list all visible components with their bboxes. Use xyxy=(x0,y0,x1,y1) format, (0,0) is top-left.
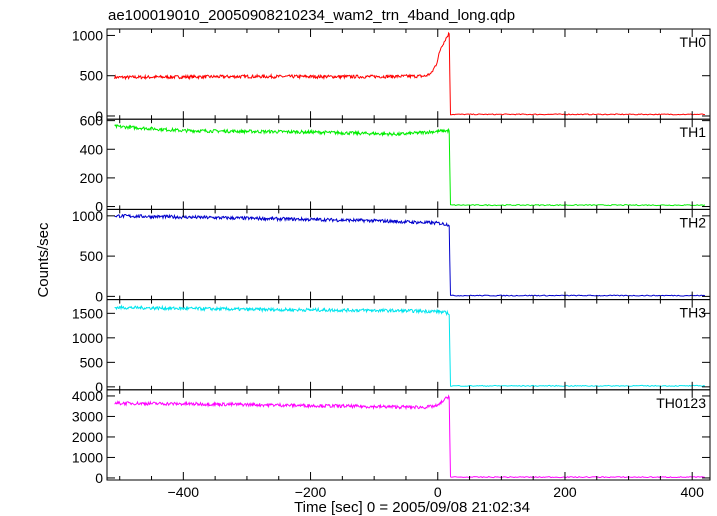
x-tick-label: 400 xyxy=(681,484,705,500)
y-tick-label: 0 xyxy=(95,199,103,215)
y-tick-label: 2000 xyxy=(72,429,103,445)
chart-title: ae100019010_20050908210234_wam2_trn_4ban… xyxy=(108,7,515,24)
x-tick-label: 0 xyxy=(434,484,442,500)
y-tick-label: 4000 xyxy=(72,388,103,404)
y-axis-label: Counts/sec xyxy=(35,222,52,298)
y-tick-label: 1500 xyxy=(72,305,103,321)
y-tick-label: 0 xyxy=(95,288,103,304)
y-tick-label: 0 xyxy=(95,108,103,124)
y-tick-label: 400 xyxy=(80,141,104,157)
y-tick-label: 500 xyxy=(80,354,104,370)
y-tick-label: 1000 xyxy=(72,449,103,465)
panel-label: TH3 xyxy=(680,305,707,321)
y-tick-label: 0 xyxy=(95,470,103,486)
x-tick-label: −400 xyxy=(168,484,200,500)
y-tick-label: 500 xyxy=(80,248,104,264)
y-tick-label: 1000 xyxy=(72,330,103,346)
panel-frame xyxy=(106,389,711,481)
panel-label: TH0 xyxy=(680,34,707,50)
panel-th0123: 0 1000 2000 3000 4000 TH0123 xyxy=(72,388,711,486)
y-tick-label: 600 xyxy=(80,113,104,129)
panel-label: TH1 xyxy=(680,124,707,140)
x-axis-label: Time [sec] 0 = 2005/09/08 21:02:34 xyxy=(294,499,530,516)
series-line-th0123 xyxy=(114,394,705,479)
panel-frame xyxy=(106,208,711,301)
panel-th2: 0 500 1000 TH2 xyxy=(72,208,711,304)
panel-label: TH0123 xyxy=(656,395,706,411)
panel-frame xyxy=(106,28,711,120)
panel-label: TH2 xyxy=(680,214,707,230)
x-tick-label: −200 xyxy=(295,484,327,500)
panel-frame xyxy=(106,299,711,391)
y-tick-label: 1000 xyxy=(72,208,103,224)
series-line-th3 xyxy=(114,304,706,387)
panel-th3: 0 500 1000 1500 TH3 xyxy=(72,299,711,395)
series-line-th2 xyxy=(114,213,705,297)
series-line-th0 xyxy=(114,31,705,116)
y-tick-label: 1000 xyxy=(72,27,103,43)
series-line-th1 xyxy=(114,124,706,207)
panel-th0: 0 500 1000 TH0 xyxy=(72,27,711,124)
x-tick-label: 200 xyxy=(553,484,577,500)
y-tick-label: 0 xyxy=(95,379,103,395)
panel-th1: 0 200 400 600 TH1 xyxy=(80,113,711,215)
y-tick-label: 500 xyxy=(80,68,104,84)
y-tick-label: 3000 xyxy=(72,408,103,424)
y-tick-label: 200 xyxy=(80,170,104,186)
panels-group: 0 500 1000 TH0 0 200 400 600 TH1 0 500 1000 TH2 0 500 1… xyxy=(72,27,711,500)
